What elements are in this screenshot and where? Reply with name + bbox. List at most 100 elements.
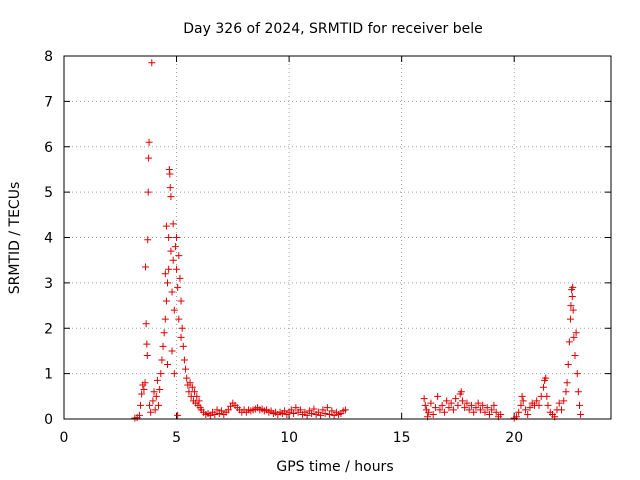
data-point	[224, 406, 232, 414]
x-axis-label: GPS time / hours	[276, 459, 393, 475]
data-point	[563, 379, 571, 387]
data-point	[566, 315, 574, 323]
data-point	[156, 386, 164, 394]
data-point	[165, 234, 173, 241]
data-point	[166, 170, 174, 178]
data-point	[440, 408, 448, 416]
data-point	[535, 401, 543, 409]
data-point	[141, 379, 149, 387]
data-point	[174, 411, 182, 419]
data-point	[162, 297, 170, 305]
data-point	[290, 410, 298, 418]
data-point	[178, 324, 186, 332]
data-point	[427, 399, 435, 407]
data-point	[169, 220, 177, 228]
data-point	[191, 388, 199, 396]
data-point	[180, 356, 188, 364]
data-point	[161, 315, 169, 323]
data-point	[147, 408, 155, 416]
data-point	[281, 407, 289, 415]
y-tick-label: 5	[44, 185, 53, 201]
data-point	[169, 256, 177, 264]
x-tick-label: 5	[172, 430, 181, 446]
y-tick-label: 2	[44, 321, 53, 337]
data-point	[308, 410, 316, 418]
data-point	[454, 401, 462, 409]
data-marks	[131, 59, 585, 422]
data-point	[287, 406, 295, 414]
data-point	[171, 243, 179, 251]
data-point	[326, 410, 334, 418]
data-point	[160, 329, 168, 337]
data-point	[519, 397, 527, 405]
data-point	[463, 399, 471, 407]
data-point	[526, 404, 534, 412]
data-point	[571, 351, 579, 359]
data-point	[436, 406, 444, 414]
data-point	[193, 392, 201, 400]
data-point	[515, 408, 523, 416]
data-point	[144, 236, 152, 244]
data-point	[170, 306, 178, 314]
data-point	[555, 399, 563, 407]
data-point	[165, 265, 173, 273]
data-point	[557, 406, 565, 414]
data-point	[145, 138, 153, 146]
data-point	[564, 361, 572, 369]
data-point	[174, 283, 182, 291]
data-point	[155, 401, 163, 409]
data-point	[183, 374, 191, 382]
data-point	[143, 351, 151, 359]
data-point	[149, 397, 157, 405]
data-point	[474, 399, 482, 407]
ticks: 0 5 10 15 20 0 1 2 3 4 5 6 7 8	[44, 49, 611, 446]
data-point	[434, 392, 442, 400]
data-point	[574, 388, 582, 396]
data-point	[211, 410, 219, 418]
data-point	[517, 401, 525, 409]
data-point	[164, 361, 172, 369]
data-point	[421, 401, 429, 409]
data-point	[135, 411, 143, 419]
data-point	[167, 247, 175, 255]
data-point	[572, 329, 580, 337]
data-point	[303, 411, 311, 419]
data-point	[457, 388, 465, 396]
data-point	[319, 406, 327, 414]
data-point	[167, 193, 175, 201]
data-point	[168, 347, 176, 355]
data-point	[138, 390, 146, 398]
data-point	[565, 338, 573, 346]
data-point	[449, 406, 457, 414]
data-point	[560, 397, 568, 405]
data-point	[213, 406, 221, 414]
data-point	[137, 401, 145, 409]
data-point	[461, 404, 469, 412]
data-point	[465, 406, 473, 414]
data-point	[143, 340, 151, 348]
data-point	[533, 397, 541, 405]
data-point	[467, 401, 475, 409]
y-tick-label: 0	[44, 412, 53, 428]
data-point	[458, 397, 466, 405]
x-tick-label: 10	[280, 430, 298, 446]
data-point	[568, 292, 576, 300]
data-point	[317, 411, 325, 419]
chart-title: Day 326 of 2024, SRMTID for receiver bel…	[183, 21, 482, 37]
y-tick-label: 8	[44, 49, 53, 65]
data-point	[144, 188, 152, 196]
data-point	[141, 263, 149, 271]
data-point	[481, 408, 489, 416]
data-point	[573, 370, 581, 378]
x-tick-label: 0	[60, 430, 69, 446]
data-point	[177, 333, 185, 341]
data-point	[328, 407, 336, 415]
y-tick-label: 1	[44, 367, 53, 383]
data-point	[472, 404, 480, 412]
y-axis-label: SRMTID / TECUs	[7, 182, 23, 295]
data-point	[166, 184, 174, 192]
data-point	[443, 397, 451, 405]
data-point	[570, 333, 578, 341]
data-point	[431, 404, 439, 412]
